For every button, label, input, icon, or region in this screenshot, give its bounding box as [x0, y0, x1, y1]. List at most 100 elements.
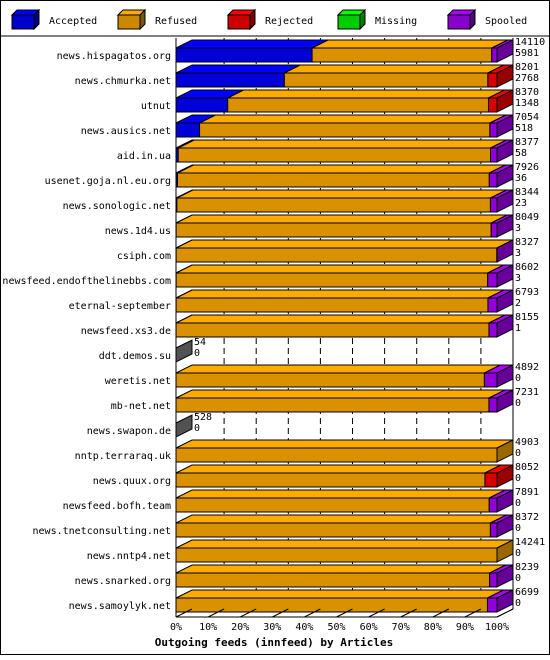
bar-top — [227, 89, 505, 99]
bar-row — [175, 289, 514, 313]
value-label-accepted: 2768 — [515, 73, 539, 84]
bar-segment-refused — [176, 189, 507, 213]
bar-top — [175, 464, 502, 474]
value-label-accepted: 2 — [515, 298, 521, 309]
bar-front — [175, 97, 229, 113]
bar-front — [227, 97, 489, 113]
bar-side — [496, 314, 514, 338]
bar-row — [175, 464, 514, 488]
bar-top — [177, 139, 507, 149]
category-label: ddt.demos.su — [99, 351, 171, 362]
category-label: news.quux.org — [93, 476, 171, 487]
bar-segment-refused — [175, 489, 506, 513]
bar-top — [175, 439, 514, 449]
category-label: news.snarked.org — [75, 576, 171, 587]
category-label: news.tnetconsulting.net — [33, 526, 171, 537]
value-label-total: 8049 — [515, 212, 539, 223]
value-label-accepted: 23 — [515, 198, 527, 209]
x-tick-label: 80% — [424, 622, 442, 633]
category-label: newsfeed.bofh.team — [63, 501, 171, 512]
bar-row — [175, 64, 514, 88]
bar-top — [175, 39, 329, 49]
x-axis: 0% 10% 20% 30% 40% 50% 60% 70% 80% 90% 100% — [170, 608, 514, 633]
x-tick-mark — [175, 608, 193, 618]
value-label-accepted: 3 — [515, 223, 521, 234]
bar-front — [488, 397, 498, 413]
bar-top — [176, 189, 507, 199]
x-tick-mark — [464, 608, 482, 618]
bar-side — [496, 264, 514, 288]
bar-front — [175, 222, 492, 238]
bar-segment-refused — [175, 589, 504, 613]
x-tick-mark — [207, 608, 225, 618]
bar-top — [175, 64, 301, 74]
bar-side — [496, 289, 514, 313]
value-label-total: 8372 — [515, 512, 539, 523]
bar-side — [496, 239, 514, 263]
value-label-total: 528 — [194, 412, 212, 423]
bar-front — [490, 222, 498, 238]
category-label: news.nntp4.net — [87, 551, 171, 562]
bar-side — [496, 139, 514, 163]
category-label: nntp.terraraq.uk — [75, 451, 171, 462]
category-label: news.ausics.net — [81, 126, 171, 137]
legend-swatch — [117, 14, 141, 30]
x-tick-mark — [336, 608, 353, 618]
category-label: news.swapon.de — [87, 426, 171, 437]
bar-front — [175, 47, 313, 63]
bar-row — [175, 114, 514, 138]
bar-segment-refused — [175, 239, 514, 263]
bar-front — [199, 122, 491, 138]
bar-front — [177, 147, 492, 163]
value-label-total: 8327 — [515, 237, 539, 248]
value-label-accepted: 0 — [194, 423, 200, 434]
legend-item-accepted: Accepted — [10, 8, 97, 31]
bar-side — [496, 189, 514, 213]
bar-front — [175, 272, 489, 288]
value-label-accepted: 0 — [515, 598, 521, 609]
value-label-accepted: 0 — [515, 448, 521, 459]
bar-side — [496, 364, 514, 388]
value-label-accepted: 0 — [515, 523, 521, 534]
value-label-accepted: 518 — [515, 123, 533, 134]
bar-front — [311, 47, 493, 63]
bar-front — [175, 247, 498, 263]
bar-front — [487, 72, 498, 88]
category-label: news.sonologic.net — [63, 201, 171, 212]
x-tick-mark — [496, 608, 514, 618]
value-label-total: 7891 — [515, 487, 539, 498]
value-label-accepted: 1 — [515, 323, 521, 334]
bar-side — [496, 389, 514, 413]
x-tick-label: 60% — [360, 622, 378, 633]
value-label-accepted: 3 — [515, 248, 521, 259]
value-label-total: 6699 — [515, 587, 539, 598]
value-label-accepted: 0 — [515, 473, 521, 484]
bar-side — [496, 489, 514, 513]
bar-segment-refused — [311, 39, 509, 63]
bar-front — [175, 547, 498, 563]
value-label-total: 4892 — [515, 362, 539, 373]
bar-segment-accepted — [175, 64, 301, 88]
x-tick-mark — [239, 608, 257, 618]
bar-side — [496, 539, 514, 563]
value-label-total: 7231 — [515, 387, 539, 398]
value-label-total: 7926 — [515, 162, 539, 173]
bar-top — [175, 314, 506, 324]
value-label-total: 8602 — [515, 262, 539, 273]
bar-front — [489, 572, 498, 588]
bar-row — [175, 414, 193, 438]
bar-segment-refused — [175, 439, 514, 463]
bar-side — [496, 164, 514, 188]
bar-front — [488, 322, 498, 338]
x-tick-label: 0% — [170, 622, 182, 633]
bar-segment-refused — [175, 514, 507, 538]
value-label-total: 8239 — [515, 562, 539, 573]
value-label-total: 6793 — [515, 287, 539, 298]
bar-segment-refused — [175, 464, 502, 488]
bar-front — [175, 497, 490, 513]
legend-swatch — [11, 14, 35, 30]
bar-front — [489, 122, 498, 138]
chart-title: Outgoing feeds (innfeed) by Articles — [155, 636, 393, 649]
